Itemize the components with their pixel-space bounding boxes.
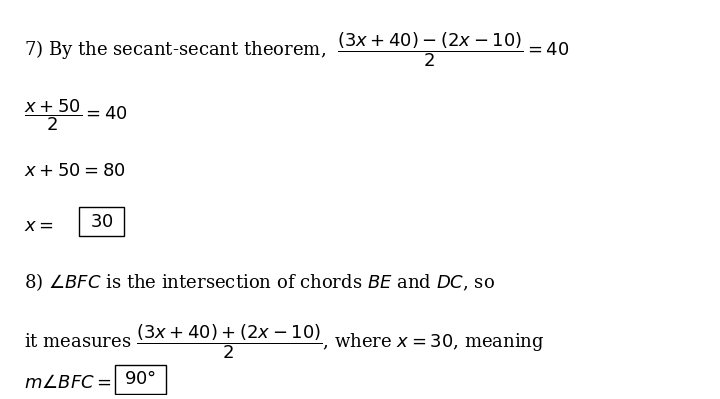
Text: $\dfrac{x+50}{2} = 40$: $\dfrac{x+50}{2} = 40$ <box>24 97 128 132</box>
FancyBboxPatch shape <box>79 207 124 236</box>
Text: 8) $\angle BFC$ is the intersection of chords $BE$ and $DC$, so: 8) $\angle BFC$ is the intersection of c… <box>24 272 495 293</box>
Text: $x = $: $x = $ <box>24 217 54 235</box>
Text: $30$: $30$ <box>90 213 113 231</box>
FancyBboxPatch shape <box>115 365 166 394</box>
Text: 7) By the secant-secant theorem,  $\dfrac{(3x+40)-(2x-10)}{2} = 40$: 7) By the secant-secant theorem, $\dfrac… <box>24 30 570 69</box>
Text: it measures $\dfrac{(3x+40)+(2x-10)}{2}$, where $x = 30$, meaning: it measures $\dfrac{(3x+40)+(2x-10)}{2}$… <box>24 322 544 361</box>
Text: $m\angle BFC = $: $m\angle BFC = $ <box>24 373 112 391</box>
Text: $x + 50 = 80$: $x + 50 = 80$ <box>24 162 126 180</box>
Text: $90°$: $90°$ <box>125 370 157 388</box>
